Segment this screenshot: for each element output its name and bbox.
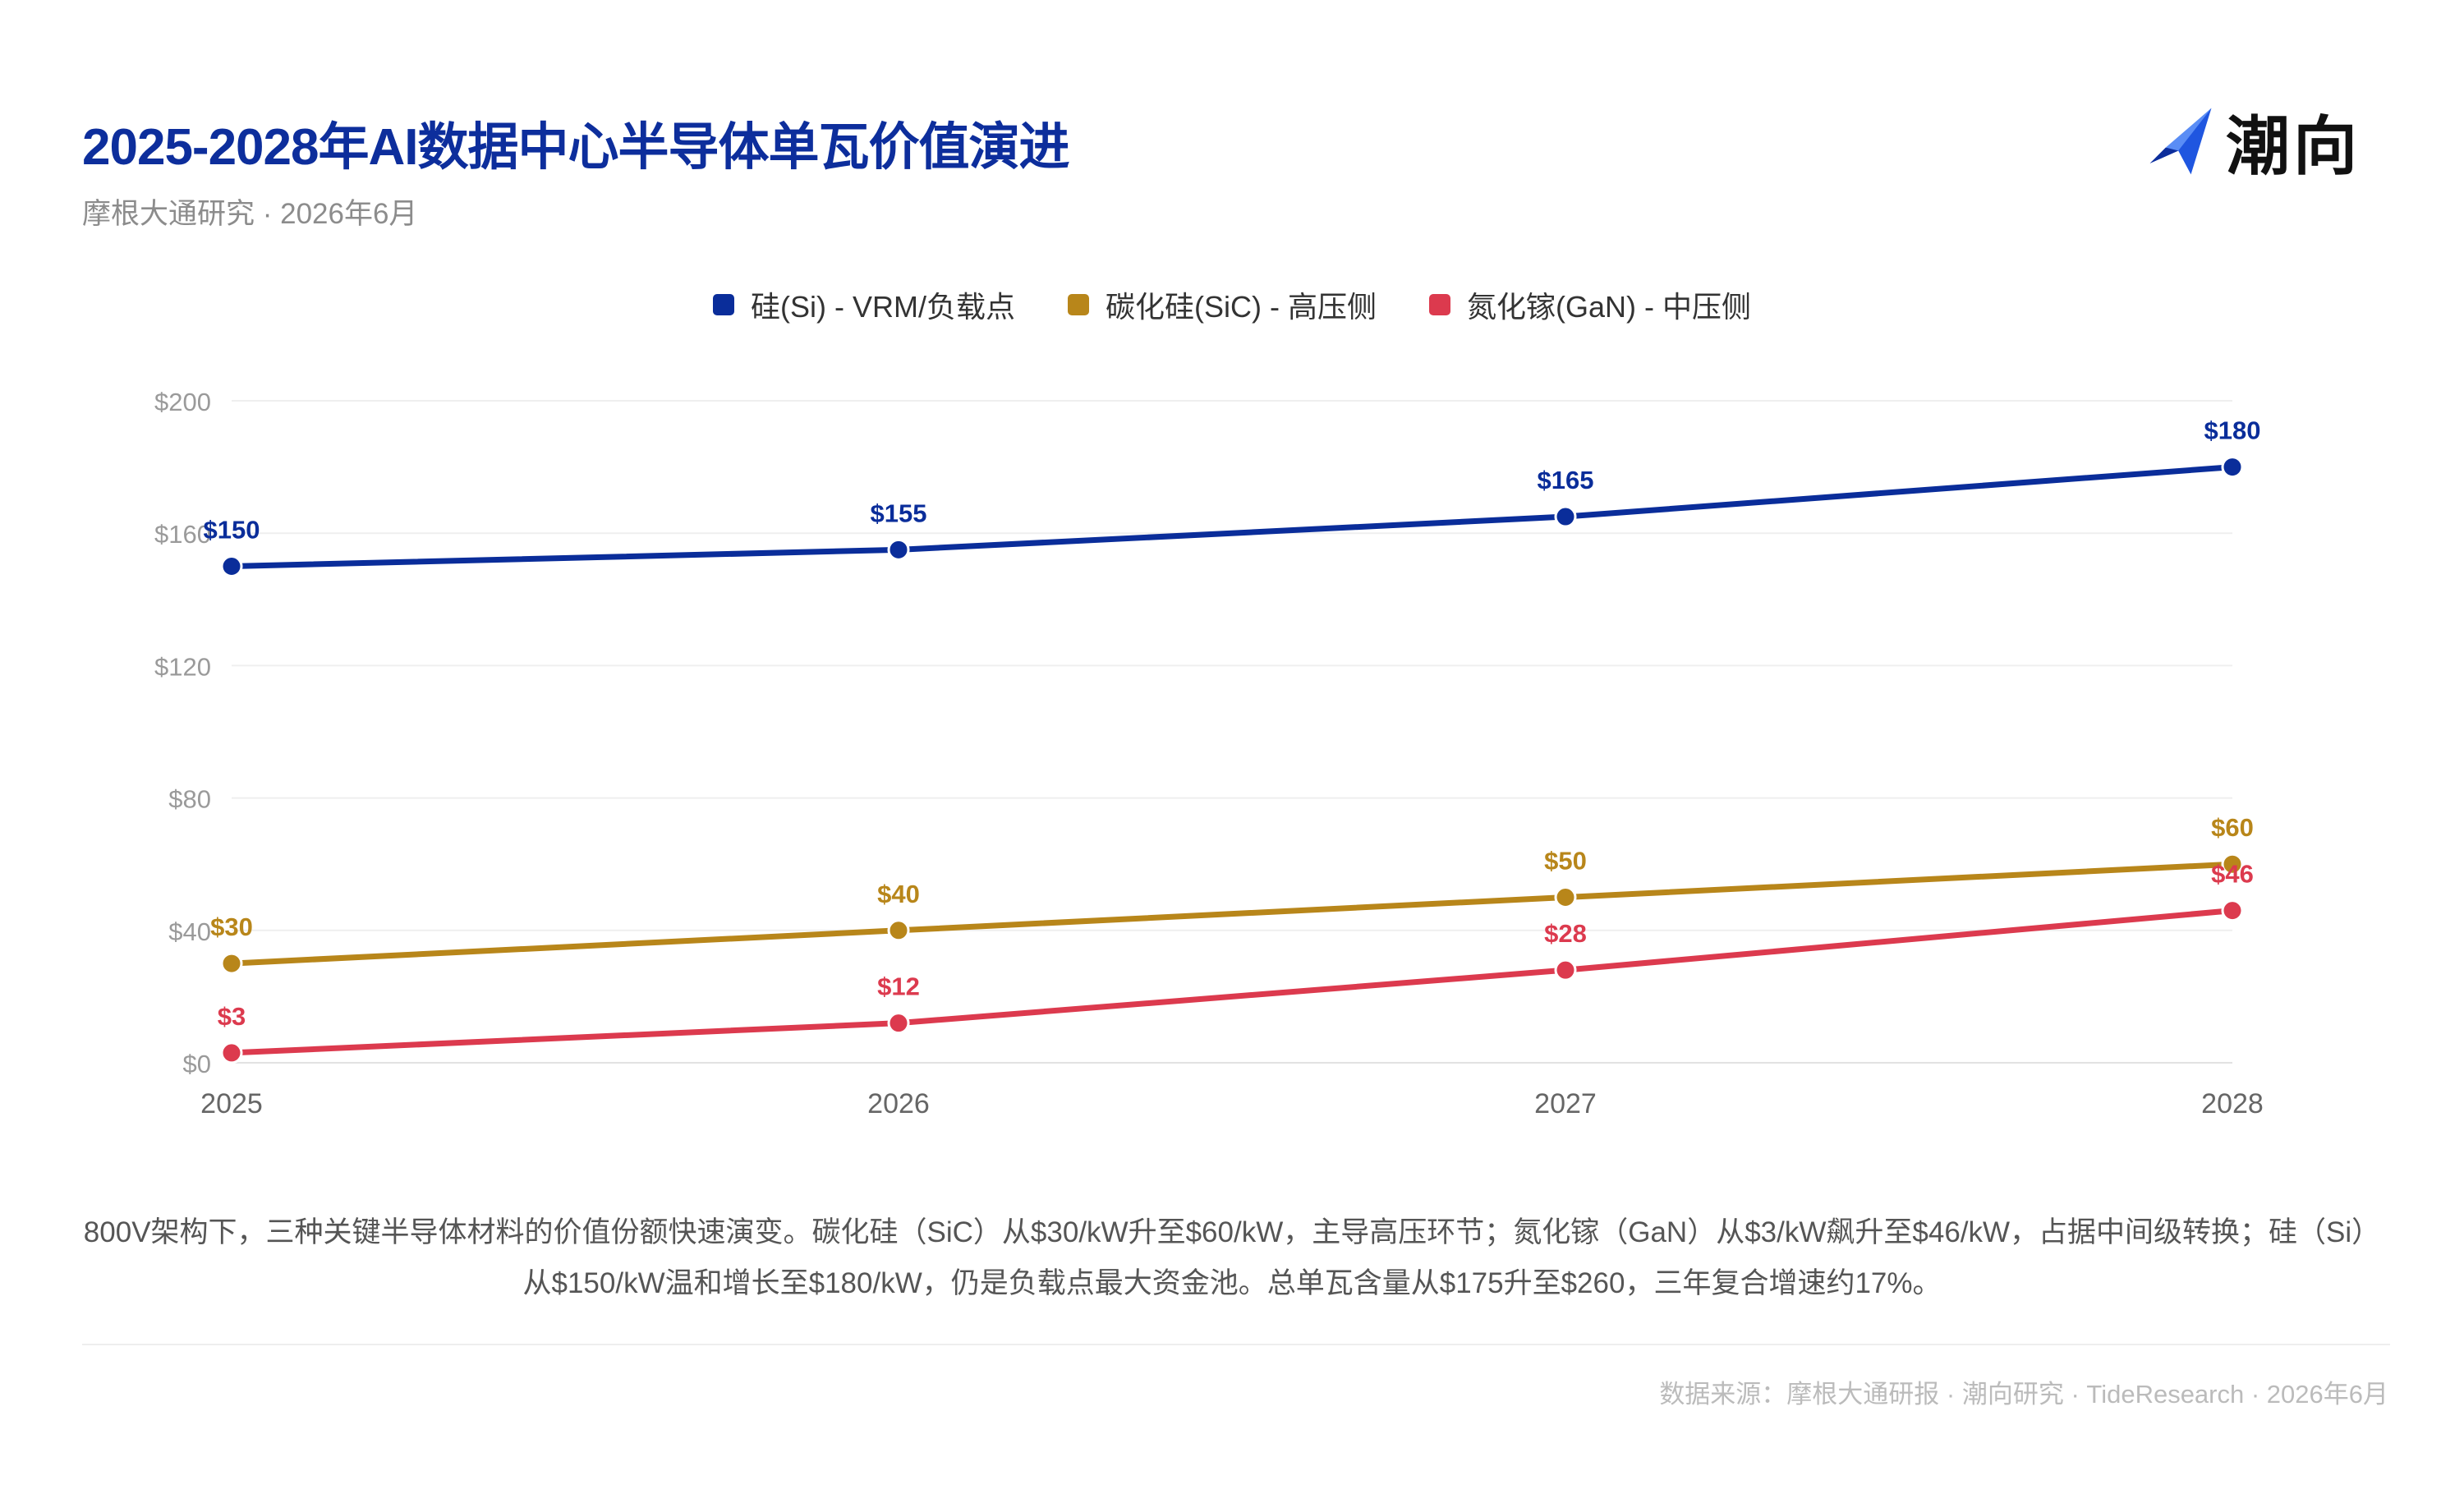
data-point bbox=[2221, 853, 2244, 876]
series-line-2 bbox=[228, 908, 2236, 1056]
legend-item-sic: 碳化硅(SiC) - 高压侧 bbox=[1068, 283, 1377, 326]
data-label: $155 bbox=[871, 499, 927, 527]
legend-swatch-gan bbox=[1428, 294, 1450, 315]
data-label: $180 bbox=[2204, 416, 2261, 445]
legend-label-sic: 碳化硅(SiC) - 高压侧 bbox=[1106, 290, 1377, 324]
data-point bbox=[1554, 958, 1577, 981]
legend-item-si: 硅(Si) - VRM/负载点 bbox=[713, 283, 1015, 326]
x-tick-label: 2028 bbox=[2201, 1088, 2264, 1119]
y-tick-label: $160 bbox=[154, 520, 211, 549]
data-point bbox=[1554, 505, 1577, 528]
series-line-0 bbox=[228, 464, 2236, 569]
y-tick-label: $80 bbox=[168, 785, 211, 814]
source-footer: 数据来源：摩根大通研报 · 潮向研究 · TideResearch · 2026… bbox=[1659, 1380, 2388, 1409]
legend-swatch-si bbox=[713, 294, 735, 315]
x-tick-label: 2027 bbox=[1534, 1088, 1597, 1119]
legend-item-gan: 氮化镓(GaN) - 中压侧 bbox=[1428, 283, 1751, 326]
data-point bbox=[887, 919, 910, 942]
data-label: $30 bbox=[210, 912, 253, 941]
x-tick-label: 2026 bbox=[867, 1088, 930, 1119]
legend-label-gan: 氮化镓(GaN) - 中压侧 bbox=[1466, 290, 1751, 324]
y-tick-label: $200 bbox=[154, 388, 211, 416]
data-label: $12 bbox=[877, 972, 920, 1001]
data-point bbox=[2221, 899, 2244, 922]
data-label: $165 bbox=[1538, 466, 1594, 494]
chart-subtitle: 摩根大通研究 · 2026年6月 bbox=[82, 198, 418, 230]
y-tick-label: $40 bbox=[168, 917, 211, 946]
data-label: $60 bbox=[2211, 813, 2254, 842]
series-line-1 bbox=[228, 861, 2236, 967]
x-tick-label: 2025 bbox=[200, 1088, 263, 1119]
data-label: $3 bbox=[218, 1002, 246, 1031]
y-tick-label: $120 bbox=[154, 652, 211, 681]
brand-logo: 潮向 bbox=[2142, 100, 2380, 182]
data-point bbox=[220, 952, 243, 975]
chart-title: 2025-2028年AI数据中心半导体单瓦价值演进 bbox=[82, 119, 1069, 176]
data-point bbox=[887, 1012, 910, 1035]
y-tick-label: $0 bbox=[183, 1050, 211, 1078]
footer-divider bbox=[82, 1344, 2390, 1345]
data-label: $40 bbox=[877, 880, 920, 908]
legend-label-si: 硅(Si) - VRM/负载点 bbox=[751, 290, 1015, 324]
data-label: $150 bbox=[204, 516, 260, 545]
data-point bbox=[220, 1041, 243, 1064]
chart-legend: 硅(Si) - VRM/负载点 碳化硅(SiC) - 高压侧 氮化镓(GaN) … bbox=[0, 283, 2464, 326]
arrow-logo-icon bbox=[2149, 108, 2212, 175]
brand-name: 潮向 bbox=[2226, 110, 2361, 182]
data-label: $46 bbox=[2211, 860, 2254, 889]
chart-description: 800V架构下，三种关键半导体材料的价值份额快速演变。碳化硅（SiC）从$30/… bbox=[83, 1216, 2381, 1299]
data-point bbox=[220, 555, 243, 577]
data-label: $50 bbox=[1544, 847, 1587, 876]
legend-swatch-sic bbox=[1068, 294, 1089, 315]
data-point bbox=[2221, 456, 2244, 479]
data-point bbox=[1554, 886, 1577, 908]
data-label: $28 bbox=[1544, 919, 1587, 948]
data-point bbox=[887, 538, 910, 561]
